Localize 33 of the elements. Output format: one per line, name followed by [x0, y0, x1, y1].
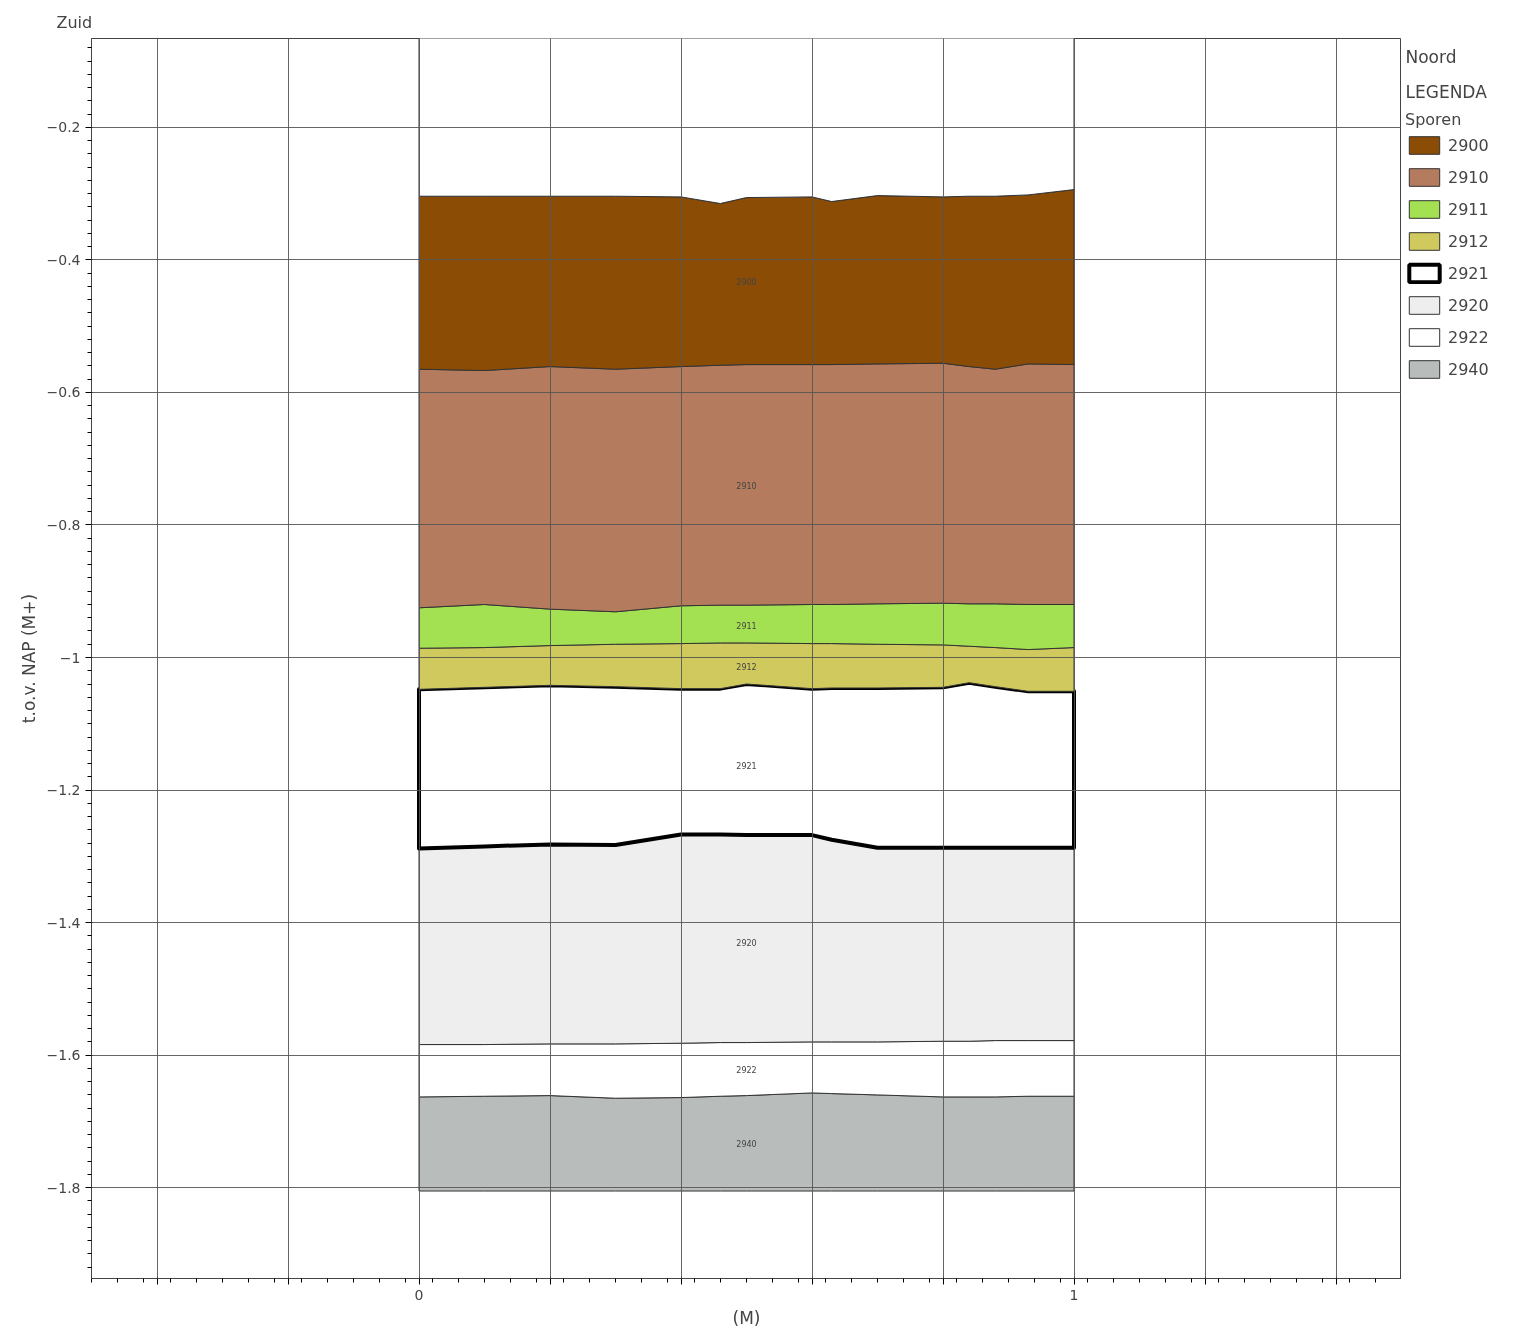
annotation: 2911 — [736, 621, 757, 631]
x-tick-label: 0 — [414, 1286, 424, 1303]
text: LEGENDA — [1405, 81, 1488, 102]
legend-label: 2900 — [1448, 135, 1489, 155]
y-tick-label: −0.4 — [46, 251, 81, 268]
text: Zuid — [56, 12, 93, 32]
legend-label: 2940 — [1448, 359, 1489, 379]
annotation: 2912 — [736, 663, 757, 673]
annotation: 2920 — [736, 939, 757, 949]
y-axis-title: t.o.v. NAP (M+) — [18, 593, 39, 724]
y-tick-label: −0.8 — [46, 516, 81, 533]
legend-label: 2911 — [1448, 199, 1489, 219]
y-tick-label: −1.8 — [46, 1179, 81, 1196]
legend-label: 2922 — [1448, 327, 1489, 347]
annotation: 2900 — [736, 277, 757, 287]
y-tick-label: −1.2 — [46, 782, 81, 799]
y-tick-label: −0.2 — [46, 119, 81, 136]
legend-label: 2920 — [1448, 295, 1489, 315]
y-tick-label: −1.6 — [46, 1047, 81, 1064]
annotation: 2922 — [736, 1065, 757, 1075]
annotation: 2910 — [736, 482, 757, 492]
legend-label: 2921 — [1448, 263, 1489, 283]
y-tick-label: −1.4 — [46, 914, 81, 931]
text: Noord — [1405, 46, 1457, 67]
legend-label: 2910 — [1448, 167, 1489, 187]
annotation: 2940 — [736, 1140, 757, 1150]
annotation: 2921 — [736, 761, 757, 771]
y-tick-label: −1 — [59, 649, 81, 666]
x-tick-label: 1 — [1069, 1286, 1079, 1303]
y-tick-label: −0.6 — [46, 384, 81, 401]
x-axis-title: (M) — [732, 1307, 761, 1328]
legend-label: 2912 — [1448, 231, 1489, 251]
legend-title: Sporen — [1405, 110, 1463, 129]
